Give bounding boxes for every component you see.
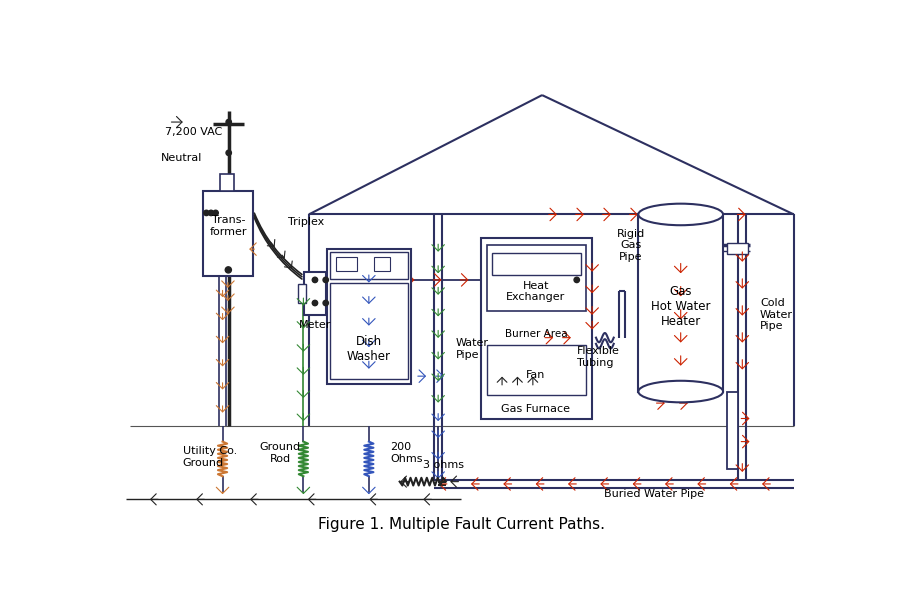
- Circle shape: [213, 210, 219, 215]
- Circle shape: [312, 277, 318, 283]
- Circle shape: [225, 267, 231, 273]
- Ellipse shape: [638, 381, 723, 403]
- Text: Fan: Fan: [526, 370, 545, 380]
- Circle shape: [226, 150, 231, 155]
- Bar: [487, 245, 586, 311]
- Circle shape: [574, 277, 580, 283]
- Bar: [727, 392, 738, 469]
- Text: Gas
Hot Water
Heater: Gas Hot Water Heater: [651, 286, 710, 328]
- Text: Cold
Water
Pipe: Cold Water Pipe: [760, 298, 793, 331]
- Text: Buried Water Pipe: Buried Water Pipe: [604, 489, 704, 499]
- Bar: [336, 257, 357, 271]
- Text: 3 ohms: 3 ohms: [423, 460, 464, 470]
- Text: Neutral: Neutral: [161, 153, 202, 163]
- Text: Flexible
Tubing: Flexible Tubing: [577, 346, 619, 368]
- Bar: [487, 346, 586, 395]
- Text: Meter: Meter: [299, 320, 331, 329]
- Text: Gas Furnace: Gas Furnace: [501, 404, 571, 414]
- Text: 200
Ohms: 200 Ohms: [391, 442, 423, 464]
- Bar: [327, 249, 411, 384]
- Bar: [304, 272, 326, 314]
- Circle shape: [208, 210, 213, 215]
- Bar: [638, 214, 723, 392]
- Circle shape: [203, 210, 209, 215]
- Circle shape: [323, 301, 328, 305]
- Text: Trans-
former: Trans- former: [210, 215, 248, 237]
- Ellipse shape: [638, 203, 723, 225]
- Bar: [220, 175, 234, 191]
- Text: Figure 1. Multiple Fault Current Paths.: Figure 1. Multiple Fault Current Paths.: [318, 517, 605, 532]
- Bar: [374, 257, 390, 271]
- Text: 7,200 VAC: 7,200 VAC: [165, 127, 222, 137]
- Text: Rigid
Gas
Pipe: Rigid Gas Pipe: [616, 229, 644, 262]
- Bar: [298, 284, 306, 303]
- Text: Utility Co.
Ground: Utility Co. Ground: [183, 446, 237, 468]
- Bar: [481, 238, 592, 419]
- Text: Heat
Exchanger: Heat Exchanger: [507, 281, 565, 302]
- Circle shape: [226, 119, 231, 125]
- Bar: [727, 243, 749, 254]
- Text: Ground
Rod: Ground Rod: [260, 442, 301, 464]
- Circle shape: [323, 277, 328, 283]
- Bar: [329, 252, 408, 279]
- Bar: [492, 253, 580, 275]
- Bar: [329, 283, 408, 379]
- Circle shape: [312, 301, 318, 305]
- Bar: [203, 191, 254, 276]
- Text: Dish
Washer: Dish Washer: [346, 335, 391, 363]
- Text: Triplex: Triplex: [288, 217, 324, 227]
- Text: Water
Pipe: Water Pipe: [456, 338, 489, 360]
- Text: Burner Area: Burner Area: [505, 329, 567, 339]
